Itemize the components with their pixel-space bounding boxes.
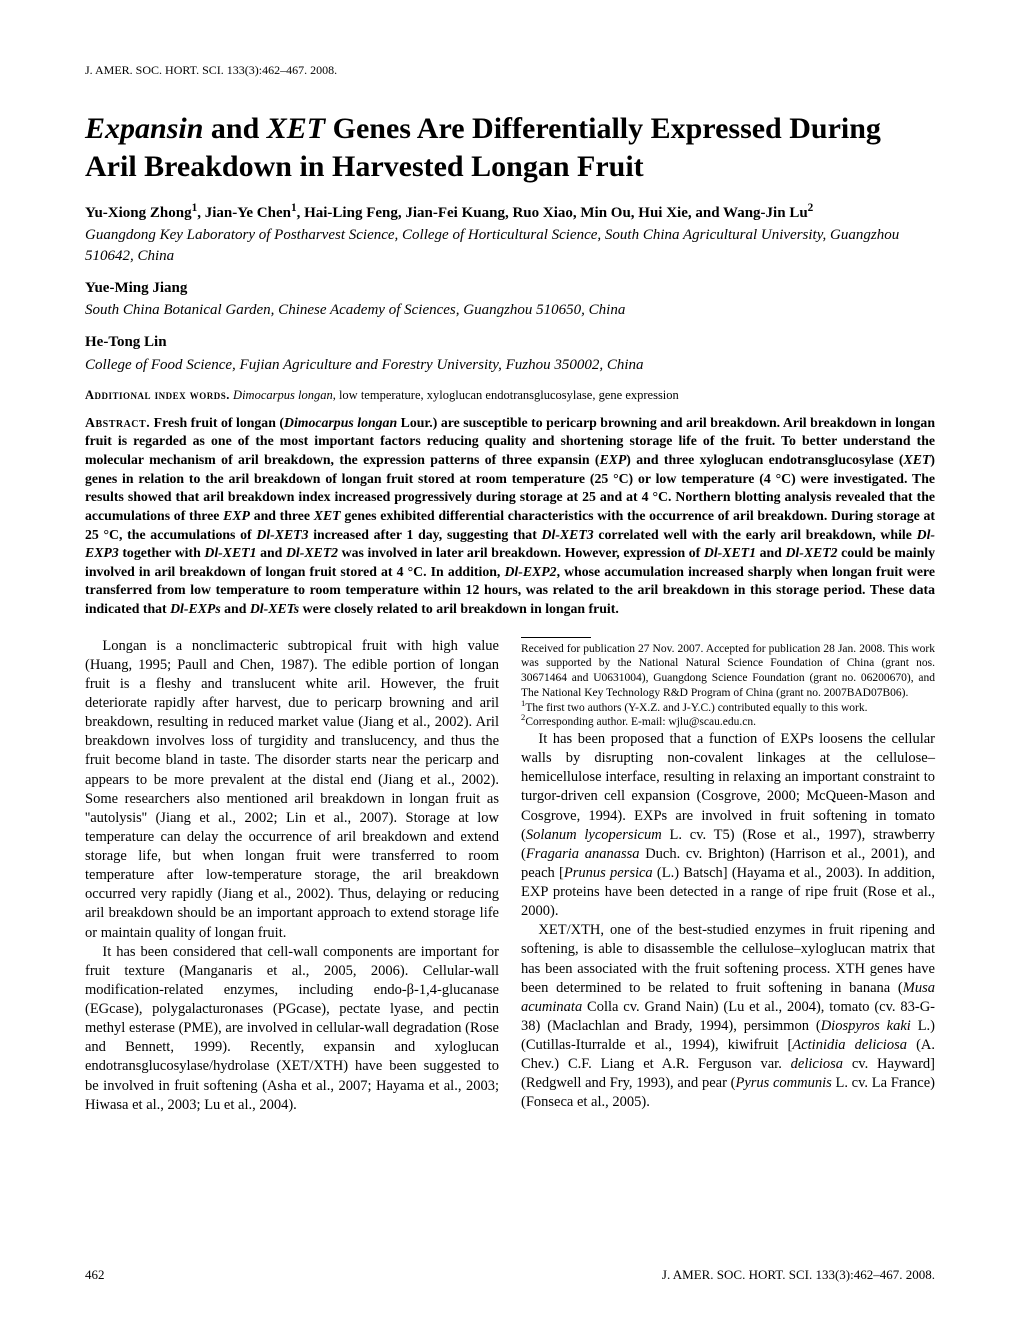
footnote: Received for publication 27 Nov. 2007. A…	[521, 642, 935, 701]
abstract-text: Fresh fruit of longan (Dimocarpus longan…	[85, 415, 935, 616]
footnote-separator	[521, 637, 591, 638]
author-block: He-Tong Lin College of Food Science, Fuji…	[85, 332, 935, 375]
affiliation: College of Food Science, Fujian Agricult…	[85, 355, 935, 375]
author-block: Yu-Xiong Zhong1, Jian-Ye Chen1, Hai-Ling…	[85, 203, 935, 266]
author-block: Yue-Ming JiangSouth China Botanical Gard…	[85, 278, 935, 321]
author-blocks: Yu-Xiong Zhong1, Jian-Ye Chen1, Hai-Ling…	[85, 203, 935, 375]
authors: He-Tong Lin	[85, 332, 935, 352]
journal-header: J. AMER. SOC. HORT. SCI. 133(3):462–467.…	[85, 62, 935, 78]
authors: Yu-Xiong Zhong1, Jian-Ye Chen1, Hai-Ling…	[85, 203, 935, 223]
keywords-line: Additional index words. Dimocarpus longa…	[85, 387, 935, 404]
footnote: 1The first two authors (Y-X.Z. and J-Y.C…	[521, 701, 935, 716]
abstract: Abstract. Fresh fruit of longan (Dimocar…	[85, 414, 935, 619]
body-paragraph: It has been considered that cell-wall co…	[85, 943, 499, 1115]
authors: Yue-Ming Jiang	[85, 278, 935, 298]
affiliation: South China Botanical Garden, Chinese Ac…	[85, 300, 935, 320]
paper-title: Expansin and XET Genes Are Differentiall…	[85, 110, 935, 185]
footnote: 2Corresponding author. E-mail: wjlu@scau…	[521, 715, 935, 730]
body-paragraph: Longan is a nonclimacteric subtropical f…	[85, 637, 499, 943]
body-paragraph: XET/XTH, one of the best-studied enzymes…	[521, 921, 935, 1112]
keywords-label: Additional index words.	[85, 388, 230, 402]
footnotes: Received for publication 27 Nov. 2007. A…	[521, 642, 935, 730]
page-number: 462	[85, 1266, 105, 1284]
footer-journal: J. AMER. SOC. HORT. SCI. 133(3):462–467.…	[662, 1266, 935, 1284]
page-footer: 462 J. AMER. SOC. HORT. SCI. 133(3):462–…	[85, 1266, 935, 1284]
body-paragraph: It has been proposed that a function of …	[521, 730, 935, 921]
keywords-text: Dimocarpus longan, low temperature, xylo…	[233, 388, 679, 402]
abstract-label: Abstract.	[85, 415, 150, 430]
body-text: Longan is a nonclimacteric subtropical f…	[85, 637, 935, 1119]
affiliation: Guangdong Key Laboratory of Postharvest …	[85, 225, 935, 266]
